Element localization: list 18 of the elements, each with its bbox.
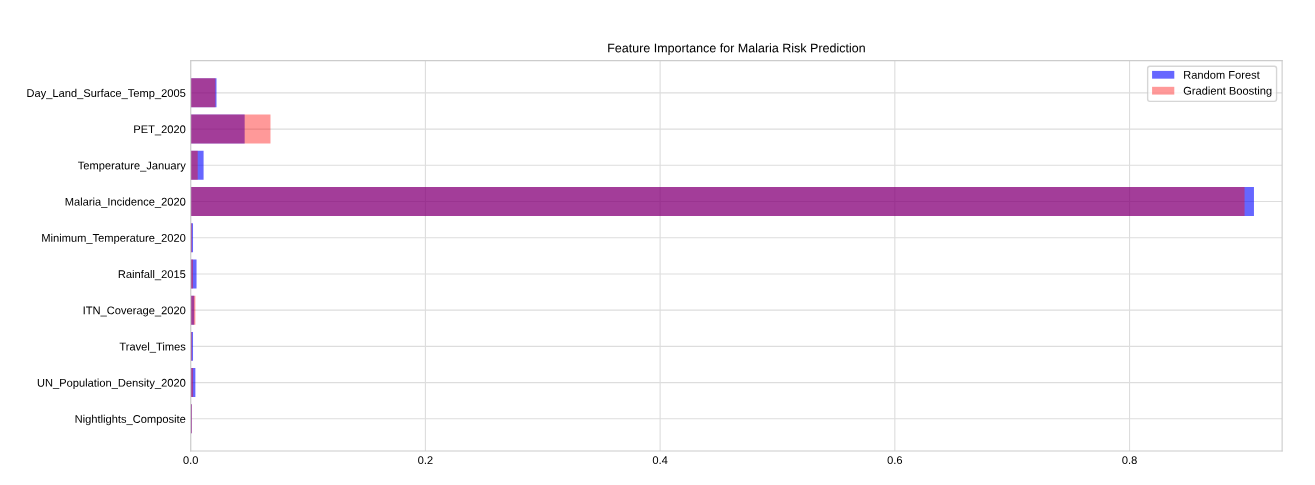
x-tick-label: 0.6 bbox=[887, 456, 903, 465]
y-tick-label: Temperature_January bbox=[77, 161, 186, 172]
y-tick-label: PET_2020 bbox=[134, 125, 186, 136]
y-tick-label: UN_Population_Density_2020 bbox=[37, 378, 186, 389]
x-tick-label: 0.4 bbox=[652, 456, 668, 465]
y-tick-label: Travel_Times bbox=[119, 342, 186, 353]
y-tick-label: ITN_Coverage_2020 bbox=[83, 306, 186, 317]
y-tick-label: Nightlights_Composite bbox=[75, 414, 186, 426]
y-tick-label: Malaria_Incidence_2020 bbox=[65, 197, 186, 208]
y-tick-label: Rainfall_2015 bbox=[118, 269, 186, 281]
x-tick-label: 0.8 bbox=[1122, 456, 1137, 465]
legend-label: Gradient Boosting bbox=[1183, 86, 1272, 97]
x-tick-label: 0.2 bbox=[418, 456, 433, 465]
legend-label: Random Forest bbox=[1184, 70, 1260, 79]
x-tick-label: 0.0 bbox=[183, 456, 198, 465]
chart-title: Feature Importance for Malaria Risk Prediction bbox=[608, 43, 865, 55]
y-tick-label: Minimum_Temperature_2020 bbox=[42, 233, 186, 245]
y-tick-label: Day_Land_Surface_Temp_2005 bbox=[27, 88, 186, 100]
